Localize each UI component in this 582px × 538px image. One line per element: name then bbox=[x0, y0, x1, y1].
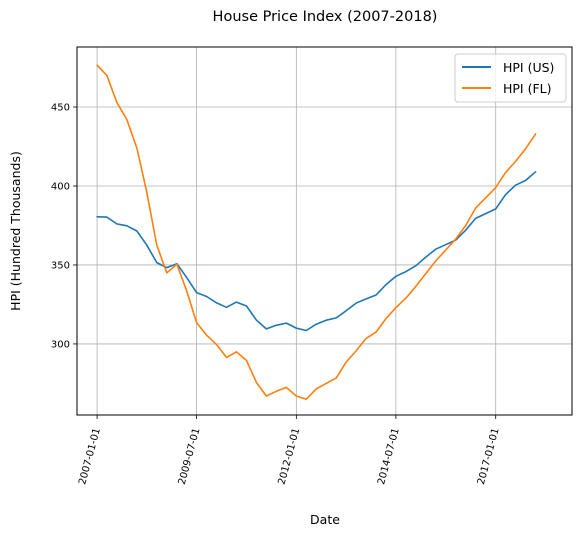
plot-frame bbox=[76, 46, 573, 416]
legend: HPI (US) HPI (FL) bbox=[454, 53, 567, 103]
series-lines bbox=[96, 64, 537, 401]
series-line-1 bbox=[96, 64, 537, 401]
chart-title: House Price Index (2007-2018) bbox=[213, 9, 438, 25]
y-tick-label: 300 bbox=[51, 339, 70, 350]
y-tick-label: 450 bbox=[51, 103, 70, 114]
y-tick-label: 350 bbox=[51, 260, 70, 271]
x-axis-label: Date bbox=[310, 512, 340, 527]
y-tick-label: 400 bbox=[51, 181, 70, 192]
y-axis-label: HPI (Hundred Thousands) bbox=[8, 151, 23, 311]
gridlines bbox=[77, 47, 572, 415]
legend-label-fl: HPI (FL) bbox=[503, 81, 552, 96]
series-line-0 bbox=[96, 171, 537, 332]
legend-label-us: HPI (US) bbox=[503, 60, 554, 75]
